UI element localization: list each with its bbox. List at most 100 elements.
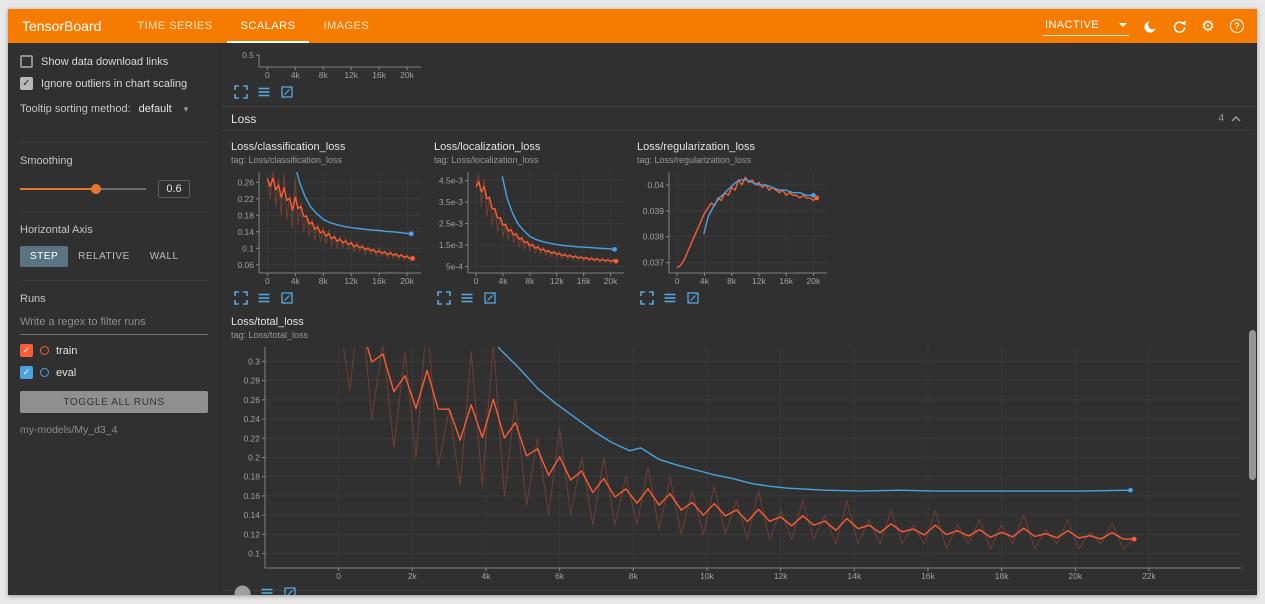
truncated-chart-plot[interactable]: 0 4k 8k 12k 16k 20k 0.5: [231, 51, 426, 81]
collapse-chevron-icon[interactable]: [1231, 115, 1241, 122]
checkbox-icon: [20, 55, 33, 68]
chart-title: Loss/total_loss: [231, 316, 304, 328]
settings-icon[interactable]: ⚙: [1201, 17, 1215, 35]
total-chart-plot[interactable]: 0 2k 4k 6k 8k 10k 12k 14k 16k 18k 20k 22k 0.1 0.12 0.1…: [231, 344, 1245, 582]
tab-time-series[interactable]: TIME SERIES: [137, 20, 213, 32]
svg-text:0.12: 0.12: [243, 529, 260, 539]
chart-tag: tag: Loss/total_loss: [231, 330, 309, 340]
svg-text:0.037: 0.037: [643, 258, 665, 268]
svg-text:0.06: 0.06: [237, 260, 254, 270]
svg-text:18k: 18k: [995, 571, 1009, 581]
toggle-all-runs-button[interactable]: TOGGLE ALL RUNS: [20, 391, 208, 413]
svg-text:0.1: 0.1: [242, 243, 254, 253]
run-color-circle-icon[interactable]: [40, 346, 49, 355]
show-data-download-links-checkbox[interactable]: Show data download links: [20, 55, 208, 68]
run-row-train[interactable]: ✓ train: [20, 344, 208, 357]
svg-text:16k: 16k: [779, 276, 793, 286]
chart-card-loss-classification-loss: Loss/classification_loss tag: Loss/class…: [231, 141, 430, 306]
smoothing-value[interactable]: 0.6: [158, 180, 190, 198]
svg-text:8k: 8k: [727, 276, 737, 286]
chart-toolbar: [637, 287, 836, 306]
small-charts-row: Loss/classification_loss tag: Loss/class…: [231, 141, 1255, 306]
fit-domain-icon[interactable]: [280, 291, 294, 305]
runs-group: Runs ✓ train ✓ eval TOGGLE ALL RUNS my-mode…: [20, 280, 208, 449]
svg-text:8k: 8k: [525, 276, 535, 286]
fit-domain-icon[interactable]: [283, 586, 297, 595]
slider-knob[interactable]: [90, 184, 101, 194]
run-checkbox-icon[interactable]: ✓: [20, 344, 33, 357]
menu-icon[interactable]: [257, 291, 271, 305]
chart-title: Loss/regularization_loss: [637, 141, 756, 153]
header: TensorBoard TIME SERIES SCALARS IMAGES INA…: [8, 9, 1257, 43]
status-select[interactable]: INACTIVE: [1043, 17, 1129, 36]
chart-plot[interactable]: 0 4k 8k 12k 16k 20k 0.037 0.038 0.039 0.04: [637, 169, 832, 287]
chart-plot[interactable]: 0 4k 8k 12k 16k 20k 0.06 0.1 0.14 0.18 0.22 0.26: [231, 169, 426, 287]
svg-text:0.039: 0.039: [643, 206, 665, 216]
runs-list: ✓ train ✓ eval: [20, 344, 208, 379]
svg-text:22k: 22k: [1142, 571, 1156, 581]
tooltip-sorting-select[interactable]: default ▾: [139, 103, 189, 115]
axis-wall-button[interactable]: WALL: [140, 246, 189, 267]
menu-icon[interactable]: [260, 586, 274, 595]
ignore-outliers-in-chart-scaling-checkbox[interactable]: ✓ Ignore outliers in chart scaling: [20, 77, 208, 90]
run-color-circle-icon[interactable]: [40, 368, 49, 377]
chevron-down-icon: ▾: [183, 103, 189, 114]
refresh-icon[interactable]: [1171, 18, 1187, 34]
svg-text:16k: 16k: [372, 276, 386, 286]
fit-domain-icon[interactable]: [280, 85, 294, 99]
fit-domain-icon[interactable]: [483, 291, 497, 305]
svg-text:10k: 10k: [700, 571, 714, 581]
horizontal-axis-label: Horizontal Axis: [20, 224, 93, 236]
loss-section-header[interactable]: Loss 4: [221, 107, 1255, 131]
svg-text:0.26: 0.26: [237, 177, 254, 187]
total-loss-card: Loss/total_loss tag: Loss/total_loss 0 2k…: [231, 316, 1255, 595]
smoothing-slider[interactable]: [20, 183, 146, 195]
svg-text:0.22: 0.22: [237, 194, 254, 204]
chart-card-loss-regularization-loss: Loss/regularization_loss tag: Loss/regul…: [637, 141, 836, 306]
svg-text:0.3: 0.3: [248, 356, 260, 366]
loss-section-body: Loss/classification_loss tag: Loss/class…: [221, 131, 1255, 595]
sidebar: Show data download links ✓ Ignore outliers…: [8, 43, 221, 595]
svg-text:0: 0: [265, 276, 270, 286]
axis-step-button[interactable]: STEP: [20, 246, 69, 267]
svg-text:0.18: 0.18: [237, 210, 254, 220]
fit-domain-icon[interactable]: [686, 291, 700, 305]
svg-text:0.1: 0.1: [248, 549, 260, 559]
svg-text:1.5e-3: 1.5e-3: [439, 240, 463, 250]
svg-text:0.16: 0.16: [243, 491, 260, 501]
fullscreen-icon[interactable]: [234, 291, 248, 305]
run-row-eval[interactable]: ✓ eval: [20, 366, 208, 379]
tab-scalars[interactable]: SCALARS: [227, 9, 310, 43]
dark-mode-icon[interactable]: [1142, 18, 1158, 34]
tab-images[interactable]: IMAGES: [323, 20, 370, 32]
chart-title: Loss/localization_loss: [434, 141, 541, 153]
fullscreen-icon[interactable]: [640, 291, 654, 305]
fullscreen-icon[interactable]: [234, 85, 248, 99]
horizontal-axis-group: Horizontal Axis STEP RELATIVE WALL: [20, 211, 208, 280]
chart-svg: 0 2k 4k 6k 8k 10k 12k 14k 16k 18k 20k 22k 0.1 0.12 0.1…: [243, 347, 1241, 581]
app-body: Show data download links ✓ Ignore outliers…: [8, 43, 1257, 595]
chart-plot[interactable]: 0 4k 8k 12k 16k 20k 5e-4 1.5e-3 2.5e-3 3.5e-3 4.5e…: [434, 169, 629, 287]
runs-filter-input[interactable]: [20, 312, 208, 335]
help-icon[interactable]: ?: [1229, 18, 1245, 34]
menu-icon[interactable]: [257, 85, 271, 99]
chart-tag: tag: Loss/regularization_loss: [637, 155, 752, 165]
svg-text:0.18: 0.18: [243, 472, 260, 482]
run-checkbox-icon[interactable]: ✓: [20, 366, 33, 379]
chart-svg: 0 4k 8k 12k 16k 20k 0.5: [242, 51, 421, 80]
menu-icon[interactable]: [663, 291, 677, 305]
collapse-circle-icon[interactable]: [234, 585, 251, 595]
svg-text:2k: 2k: [408, 571, 418, 581]
nav-tabs: TIME SERIES SCALARS IMAGES: [123, 9, 383, 43]
svg-text:16k: 16k: [577, 276, 591, 286]
svg-text:12k: 12k: [344, 276, 358, 286]
chart-toolbar: [434, 287, 633, 306]
loss-section: Loss 4 Loss/classification_loss tag: Los…: [221, 106, 1255, 595]
menu-icon[interactable]: [460, 291, 474, 305]
scrollbar-thumb[interactable]: [1249, 330, 1256, 480]
fullscreen-icon[interactable]: [437, 291, 451, 305]
section-header-right: 4: [1218, 113, 1241, 124]
run-label: train: [56, 344, 78, 357]
axis-relative-button[interactable]: RELATIVE: [68, 246, 140, 267]
chart-tag: tag: Loss/localization_loss: [434, 155, 539, 165]
